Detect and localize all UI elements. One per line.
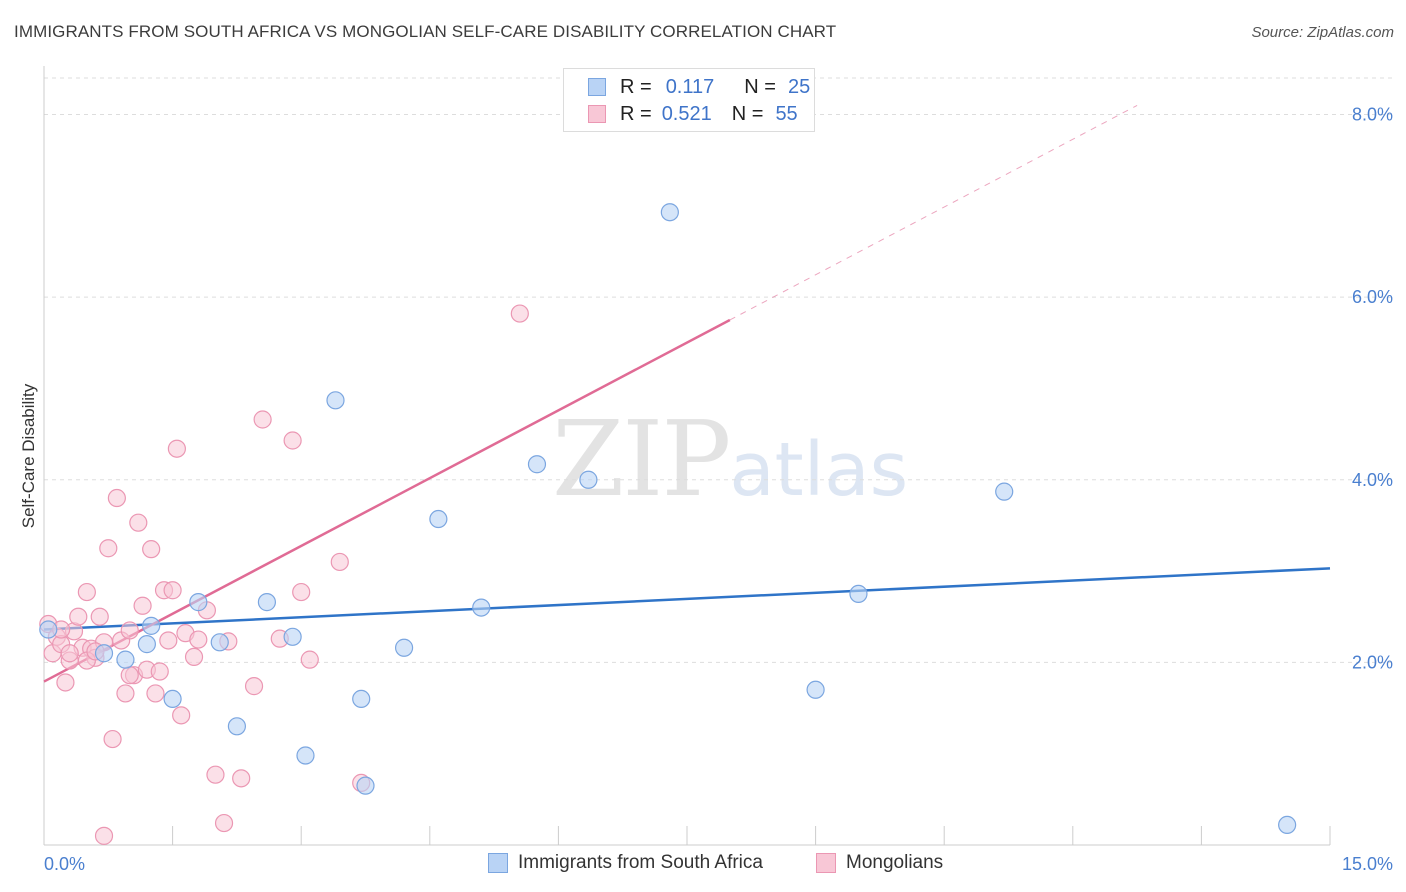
mongolians-point: [330, 552, 349, 572]
chart-source: Source: ZipAtlas.com: [1251, 24, 1394, 41]
mongolians-point: [60, 644, 79, 663]
bottom-legend-label-1: Immigrants from South Africa: [518, 852, 763, 873]
mongolians-point: [510, 304, 529, 323]
mongolians-point: [142, 540, 161, 559]
mongolians-point: [300, 650, 319, 669]
bottom-legend-label-2: Mongolians: [846, 852, 944, 873]
south-africa-point: [210, 633, 229, 652]
mongolians-point: [129, 513, 148, 532]
r-label-2: R =: [620, 102, 652, 125]
south-africa-point: [257, 593, 277, 612]
r-value-2: 0.521: [661, 102, 712, 125]
y-tick-label: 6.0%: [1352, 287, 1393, 307]
mongolians-point: [133, 596, 152, 615]
south-africa-point: [296, 746, 315, 765]
south-africa-point: [394, 638, 414, 657]
mongolians-point: [184, 647, 204, 667]
bottom-legend-swatch-1: [488, 853, 508, 873]
y-axis-title: Self-Care Disability: [19, 383, 38, 528]
south-africa-point: [995, 482, 1014, 501]
r-label-1: R =: [620, 75, 652, 98]
chart-title: IMMIGRANTS FROM SOUTH AFRICA VS MONGOLIA…: [14, 22, 837, 41]
mongolians-point: [253, 410, 272, 429]
mongolians-point: [206, 765, 225, 784]
south-africa-point: [326, 391, 345, 410]
mongolians-point: [69, 607, 88, 626]
y-tick-label: 8.0%: [1352, 105, 1393, 125]
n-label-2: N =: [731, 102, 764, 125]
series1-swatch: [588, 78, 606, 96]
south-africa-point: [227, 717, 246, 736]
y-tick-label: 4.0%: [1352, 470, 1393, 490]
stats-legend-row-2: R = 0.521 N = 55: [588, 101, 798, 127]
mongolians-point: [167, 439, 186, 458]
south-africa-point: [137, 635, 156, 654]
south-africa-point: [849, 584, 868, 603]
stats-legend: R = 0.117 N = 25 R = 0.521 N = 55: [563, 68, 815, 132]
mongolians-point: [77, 582, 96, 602]
south-africa-point: [356, 776, 375, 795]
mongolians-point: [159, 631, 178, 650]
south-africa-point: [283, 627, 302, 646]
mongolians-point: [94, 826, 114, 845]
south-africa-point: [806, 680, 825, 699]
south-africa-point: [39, 620, 58, 639]
south-africa-point: [660, 203, 679, 222]
bottom-legend-item-2: Mongolians: [816, 852, 943, 874]
n-value-1: 25: [787, 75, 811, 98]
mongolians-point: [146, 684, 165, 703]
mongolians-point: [232, 769, 251, 788]
mongolians-point: [90, 607, 109, 626]
mongolians-point: [120, 666, 139, 685]
n-label-1: N =: [744, 75, 776, 98]
axis-layer: [43, 66, 1331, 846]
n-value-2: 55: [775, 102, 798, 125]
mongolians-point: [163, 581, 182, 600]
mongolians-point: [107, 488, 126, 508]
r-value-1: 0.117: [665, 75, 715, 98]
mongolians-point: [150, 662, 169, 681]
bottom-legend-swatch-2: [816, 853, 836, 873]
south-africa-point: [472, 598, 491, 617]
south-africa-point: [1278, 815, 1297, 835]
stats-legend-row-1: R = 0.117 N = 25: [588, 74, 810, 100]
point-layer: [39, 203, 1297, 845]
series2-swatch: [588, 105, 606, 123]
mongolians-point: [120, 621, 139, 640]
y-tick-label: 2.0%: [1352, 652, 1393, 672]
mongolians-point: [214, 813, 234, 833]
south-africa-point: [429, 509, 448, 529]
label-layer: 2.0% 4.0% 6.0% 8.0% 0.0% 15.0% Self-Care Disab…: [19, 105, 1393, 874]
south-africa-point: [189, 593, 208, 612]
south-africa-point: [352, 689, 371, 709]
x-tick-label: 0.0%: [44, 854, 85, 874]
mongolians-trendline-extension: [729, 104, 1138, 321]
south-africa-point: [163, 689, 182, 709]
x-tick-label: 15.0%: [1342, 854, 1393, 874]
mongolians-point: [189, 630, 208, 649]
mongolians-point: [172, 706, 191, 725]
mongolians-point: [56, 673, 75, 692]
south-africa-point: [579, 470, 598, 489]
south-africa-point: [94, 644, 114, 663]
mongolians-point: [103, 729, 122, 749]
trend-layer: [43, 104, 1331, 683]
mongolians-point: [292, 582, 311, 602]
south-africa-trendline: [43, 567, 1331, 631]
mongolians-point: [283, 431, 302, 450]
mongolians-point: [99, 539, 118, 558]
mongolians-point: [244, 677, 264, 696]
south-africa-point: [116, 650, 135, 669]
south-africa-point: [527, 455, 547, 474]
mongolians-point: [116, 684, 135, 703]
bottom-legend-item-1: Immigrants from South Africa: [488, 852, 763, 874]
south-africa-point: [142, 616, 161, 635]
